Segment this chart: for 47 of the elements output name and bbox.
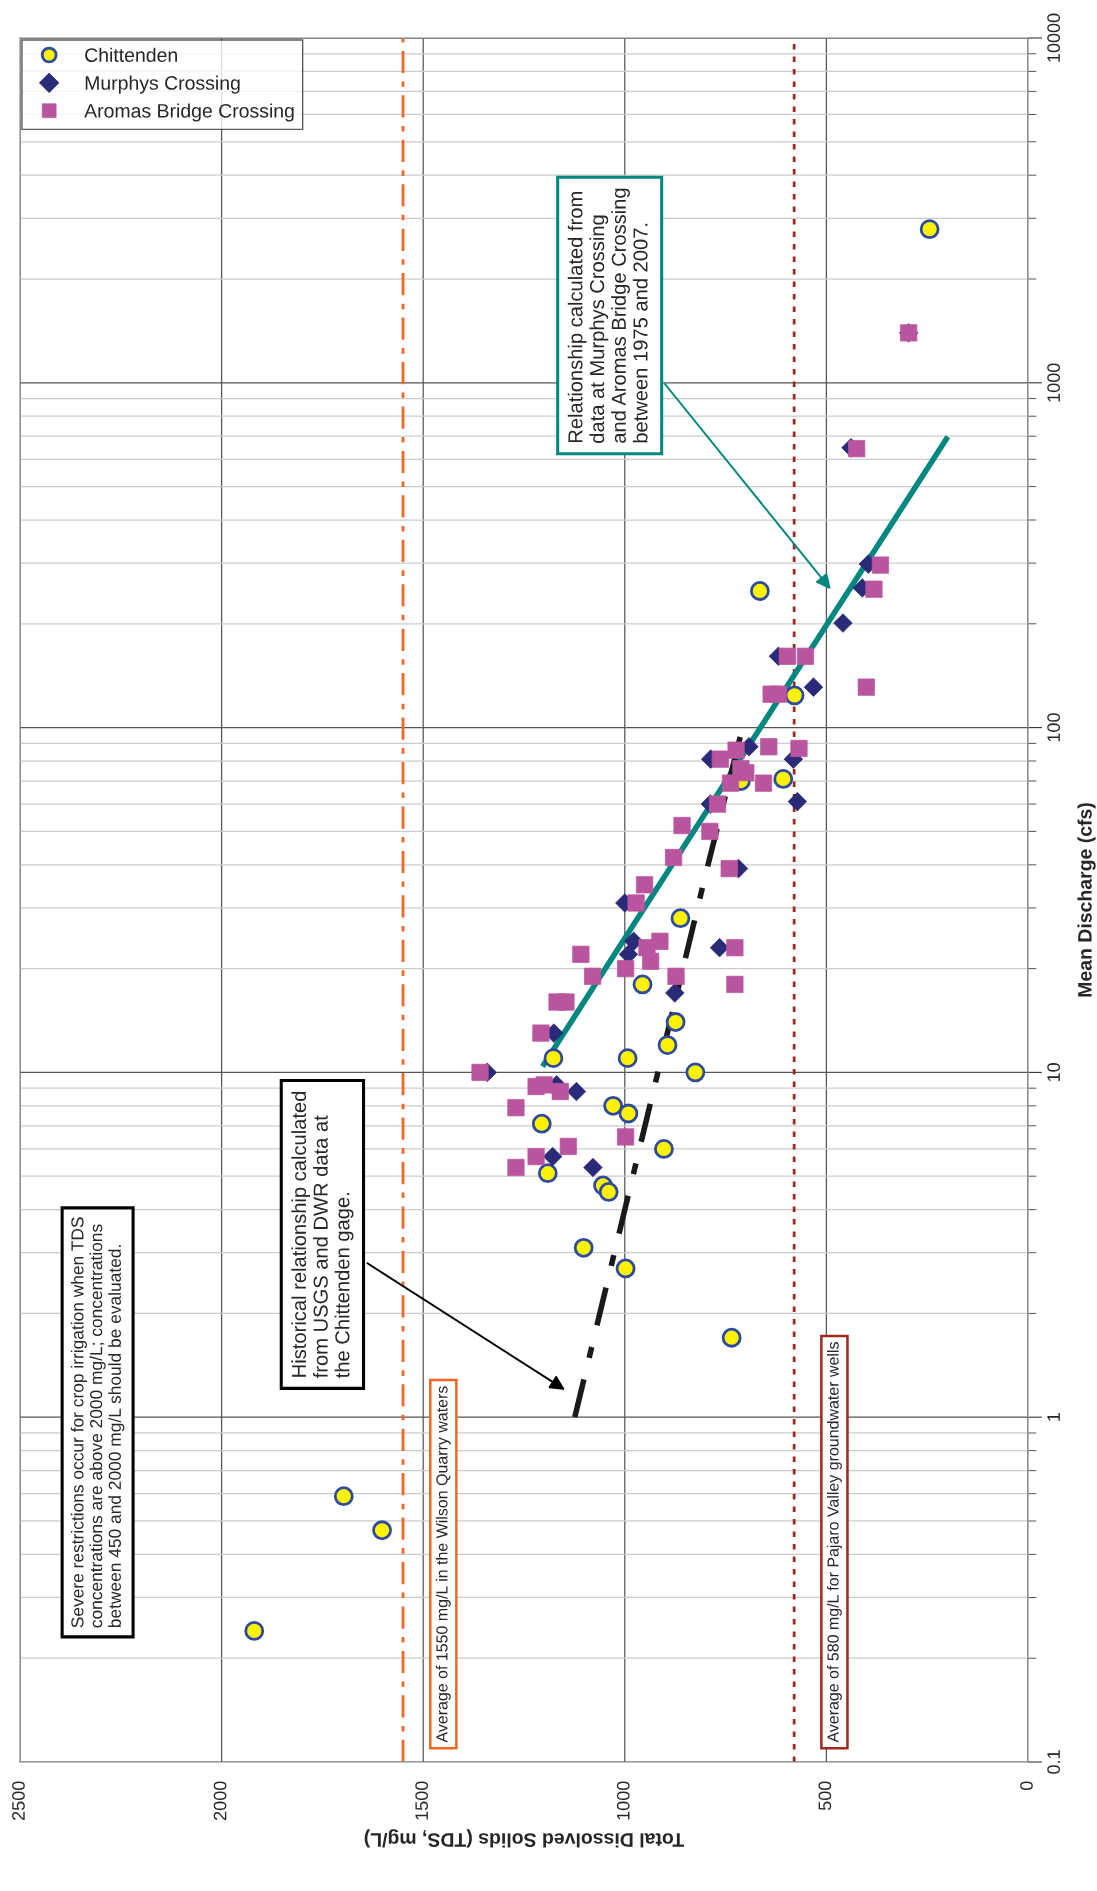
point [542, 1146, 563, 1167]
point [617, 1048, 638, 1069]
point [531, 1113, 552, 1134]
legend-label: Chittenden [85, 47, 177, 62]
y-tick-label: 0.1 [1047, 1750, 1061, 1774]
point [244, 1621, 265, 1641]
x-tick-label: 1500 [415, 1781, 429, 1820]
y-tick-label: 10000 [1047, 13, 1061, 62]
point [670, 908, 691, 929]
ref-line-label: Average of 1550 mg/L in the Wilson Quarry waters [435, 1386, 451, 1743]
point [598, 1182, 619, 1202]
y-tick-label: 1 [1047, 1413, 1060, 1421]
point [721, 1327, 742, 1348]
point [573, 1237, 594, 1258]
point [333, 1486, 354, 1507]
y-tick-label: 100 [1047, 713, 1061, 742]
x-tick-label: 0 [1020, 1781, 1033, 1791]
annotation: Relationship calculated from data at Murphys Crossing and Aromas Bridge Crossing between 1975 and 2007. [567, 188, 648, 443]
x-tick-label: 2500 [12, 1781, 25, 1820]
point [372, 1520, 392, 1541]
x-tick-label: 2000 [213, 1781, 227, 1820]
point [749, 581, 770, 601]
annotation: Severe restrictions occur for crop irrigation when TDS concentrations are above 2000 mg/L; concentrations between 450 and 2000 mg/L should be evaluated. [70, 1217, 125, 1628]
x-axis-title: Total Dissolved Solids (TDS, mg/L) [364, 1829, 685, 1848]
point [566, 1081, 587, 1102]
point [618, 1103, 639, 1124]
point [919, 219, 940, 240]
y-axis-title: Mean Discharge (cfs) [1077, 803, 1096, 997]
point [615, 1258, 636, 1279]
point [657, 1035, 678, 1055]
legend-label: Aromas Bridge Crossing [84, 103, 294, 122]
y-tick-label: 1000 [1047, 363, 1061, 402]
point [773, 768, 794, 789]
point [654, 1139, 674, 1159]
point [603, 1095, 623, 1116]
legend-label: Murphys Crossing [85, 75, 240, 94]
x-tick-label: 500 [818, 1781, 832, 1811]
point [665, 1012, 686, 1032]
point [537, 1163, 558, 1184]
ref-line-label: Average of 580 mg/L for Pajaro Valley groundwater wells [826, 1342, 842, 1743]
point [685, 1062, 706, 1083]
point [632, 974, 653, 995]
point [543, 1048, 564, 1069]
y-tick-label: 10 [1047, 1063, 1061, 1082]
point [665, 983, 685, 1003]
x-tick-label: 1000 [616, 1781, 630, 1820]
annotation: Historical relationship calculated from USGS and DWR data at the Chittenden gage. [291, 1091, 354, 1378]
